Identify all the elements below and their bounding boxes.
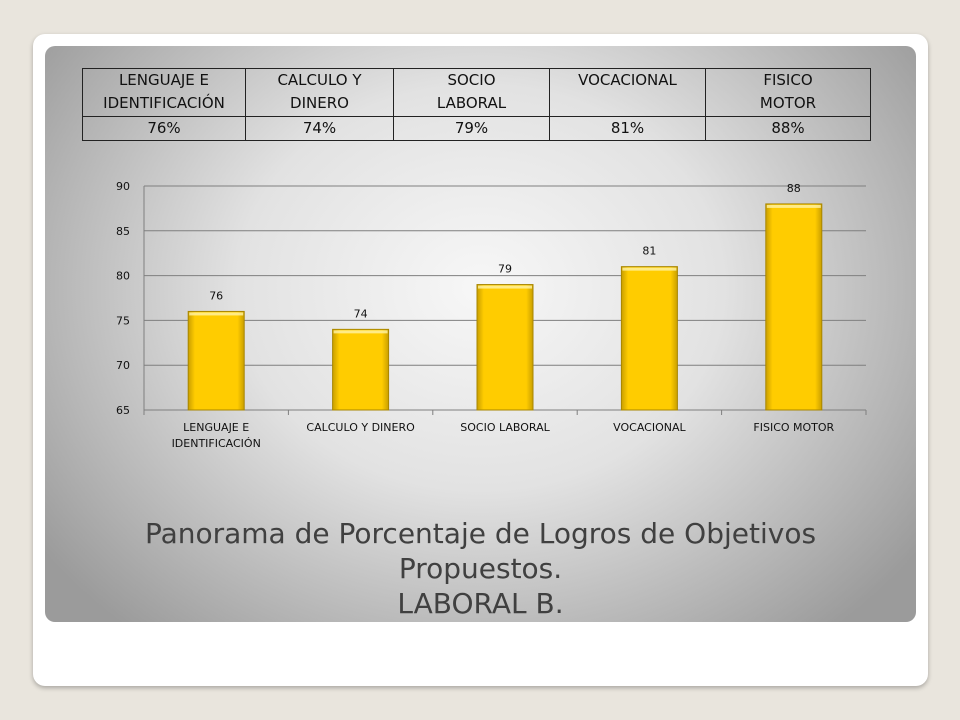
bar-highlight bbox=[189, 312, 244, 316]
bar bbox=[765, 203, 823, 411]
caption-line-2: Propuestos. bbox=[398, 552, 563, 585]
table-header-text: SOCIO LABORAL bbox=[436, 71, 507, 112]
x-tick-label: LENGUAJE E bbox=[183, 421, 249, 434]
bar-highlight bbox=[478, 285, 532, 289]
bar-highlight bbox=[622, 267, 677, 271]
slide-caption: Panorama de Porcentaje de Logros de Obje… bbox=[45, 516, 916, 621]
bar bbox=[620, 266, 678, 411]
caption-line-1: Panorama de Porcentaje de Logros de Obje… bbox=[144, 517, 817, 550]
data-label: 74 bbox=[354, 307, 368, 320]
x-tick-label: CALCULO Y DINERO bbox=[306, 421, 415, 434]
table-value-cell: 76% bbox=[82, 116, 246, 141]
table-header-row: LENGUAJE E IDENTIFICACIÓN CALCULO Y DINE… bbox=[82, 68, 871, 117]
bar bbox=[187, 310, 245, 411]
table-value-cell: 88% bbox=[705, 116, 871, 141]
y-tick-label: 70 bbox=[116, 359, 130, 372]
table-header-text: LENGUAJE E IDENTIFICACIÓN bbox=[103, 71, 225, 112]
data-label: 76 bbox=[209, 289, 223, 302]
data-label: 79 bbox=[498, 263, 512, 276]
table-header-text: CALCULO Y DINERO bbox=[277, 71, 362, 112]
bar bbox=[476, 284, 534, 411]
x-tick-label: SOCIO LABORAL bbox=[460, 421, 550, 434]
table-header-text: VOCACIONAL bbox=[578, 71, 677, 89]
y-tick-label: 90 bbox=[116, 180, 130, 193]
y-tick-label: 85 bbox=[116, 225, 130, 238]
data-table: LENGUAJE E IDENTIFICACIÓN CALCULO Y DINE… bbox=[82, 68, 871, 141]
table-value-cell: 81% bbox=[549, 116, 706, 141]
x-tick-label: VOCACIONAL bbox=[613, 421, 686, 434]
table-header-cell: FISICO MOTOR bbox=[705, 68, 871, 117]
data-label: 88 bbox=[787, 182, 801, 195]
data-label: 81 bbox=[642, 245, 656, 258]
caption-line-3: LABORAL B. bbox=[397, 587, 564, 620]
table-value-cell: 79% bbox=[393, 116, 550, 141]
table-header-cell: CALCULO Y DINERO bbox=[245, 68, 394, 117]
bar bbox=[332, 328, 390, 411]
bar-highlight bbox=[333, 330, 388, 334]
bar-chart: 65 70 75 80 85 90 76 LENGUAJE E IDENTIFICACIÓN 74… bbox=[116, 180, 867, 450]
table-value-cell: 74% bbox=[245, 116, 394, 141]
y-tick-label: 80 bbox=[116, 270, 130, 283]
table-value-row: 76% 74% 79% 81% 88% bbox=[82, 116, 871, 141]
table-header-text: FISICO MOTOR bbox=[759, 71, 817, 112]
y-tick-label: 75 bbox=[116, 314, 130, 327]
table-header-cell: LENGUAJE E IDENTIFICACIÓN bbox=[82, 68, 246, 117]
y-tick-label: 65 bbox=[116, 404, 130, 417]
table-header-cell: VOCACIONAL bbox=[549, 68, 706, 117]
bar-highlight bbox=[766, 204, 821, 208]
table-header-cell: SOCIO LABORAL bbox=[393, 68, 550, 117]
x-tick-label: IDENTIFICACIÓN bbox=[172, 437, 261, 450]
x-tick-label: FISICO MOTOR bbox=[753, 421, 834, 434]
